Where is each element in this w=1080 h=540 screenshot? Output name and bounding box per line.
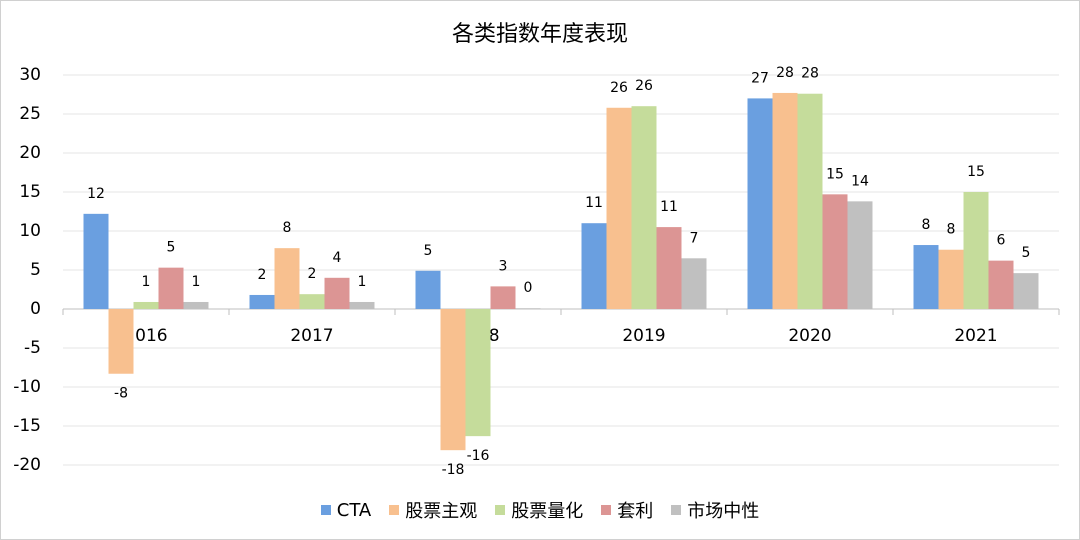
data-label: 12	[87, 186, 105, 202]
bar	[606, 107, 632, 309]
data-label: 4	[333, 250, 342, 266]
legend-item: 股票主观	[389, 497, 477, 523]
data-label: 5	[1022, 245, 1031, 261]
bar	[415, 270, 441, 309]
bar	[822, 194, 848, 309]
y-tick-label: 25	[19, 104, 41, 124]
bar	[158, 267, 184, 309]
data-label: 3	[499, 258, 508, 274]
data-label: 26	[635, 78, 653, 94]
bar	[133, 301, 159, 309]
y-tick-label: 5	[30, 260, 41, 280]
data-label: 26	[610, 80, 628, 96]
x-tick-label: 2017	[290, 326, 333, 346]
data-label: -16	[467, 448, 490, 464]
data-label: 15	[967, 164, 985, 180]
legend: CTA 股票主观 股票量化 套利 市场中性	[1, 497, 1079, 523]
legend-item: 市场中性	[671, 497, 759, 523]
legend-item: 套利	[601, 497, 653, 523]
bar	[183, 301, 209, 309]
y-tick-label: -20	[13, 455, 41, 475]
data-label: 5	[167, 240, 176, 256]
legend-swatch	[320, 505, 331, 515]
data-label: 7	[690, 230, 699, 246]
legend-label: 套利	[617, 501, 654, 522]
y-tick-label: 30	[19, 65, 41, 85]
bar	[656, 227, 682, 309]
legend-label: 股票主观	[405, 501, 478, 522]
bar	[324, 277, 350, 309]
bar	[83, 213, 109, 309]
legend-label: 市场中性	[687, 501, 760, 522]
data-label: 2	[258, 267, 267, 283]
y-tick-label: -10	[13, 377, 41, 397]
data-label: 15	[826, 166, 844, 182]
y-tick-label: -15	[13, 416, 41, 436]
data-label: 1	[192, 274, 201, 290]
bar	[988, 260, 1014, 309]
y-tick-label: 0	[30, 299, 41, 319]
bar	[108, 309, 134, 374]
bar	[938, 249, 964, 309]
data-label: -18	[442, 462, 465, 478]
y-tick-label: 10	[19, 221, 41, 241]
bar	[797, 93, 823, 309]
legend-swatch	[671, 505, 682, 515]
bar	[299, 294, 325, 309]
legend-item: 股票量化	[495, 497, 583, 523]
data-label: 8	[283, 220, 292, 236]
x-tick-label: 2020	[788, 326, 831, 346]
legend-swatch	[495, 505, 506, 515]
bar	[515, 308, 541, 309]
data-label: 11	[585, 195, 603, 211]
y-tick-label: 15	[19, 182, 41, 202]
legend-swatch	[389, 505, 400, 515]
bar	[847, 201, 873, 309]
x-tick-label: 2021	[954, 326, 997, 346]
data-label: 28	[801, 66, 819, 82]
bar	[274, 248, 300, 309]
x-tick-label: 2016	[124, 326, 167, 346]
bar	[681, 258, 707, 309]
bar	[913, 245, 939, 309]
data-label: 1	[142, 274, 151, 290]
bar	[465, 309, 491, 437]
data-label: 27	[751, 70, 769, 86]
legend-label: CTA	[336, 499, 372, 521]
bar	[581, 223, 607, 309]
data-label: 2	[308, 266, 317, 282]
y-tick-label: -5	[24, 338, 41, 358]
data-label: 1	[358, 274, 367, 290]
data-label: 8	[947, 222, 956, 238]
data-label: 11	[660, 199, 678, 215]
bar	[963, 192, 989, 309]
bar	[772, 92, 798, 309]
data-label: 14	[851, 173, 869, 189]
data-label: 5	[424, 243, 433, 259]
bar	[631, 106, 657, 309]
y-tick-label: 20	[19, 143, 41, 163]
bar	[747, 98, 773, 310]
data-label: 8	[922, 217, 931, 233]
legend-label: 股票量化	[511, 501, 584, 522]
bar	[490, 286, 516, 309]
x-tick-label: 2019	[622, 326, 665, 346]
data-label: 0	[524, 280, 533, 296]
bar	[1013, 273, 1039, 309]
bar	[440, 309, 466, 451]
bar	[349, 301, 375, 309]
legend-swatch	[601, 505, 612, 515]
data-label: 6	[997, 233, 1006, 249]
bar	[249, 294, 275, 309]
legend-item: CTA	[320, 497, 372, 523]
data-label: -8	[114, 386, 128, 402]
chart-title: 各类指数年度表现	[452, 22, 628, 47]
data-label: 28	[776, 65, 794, 81]
